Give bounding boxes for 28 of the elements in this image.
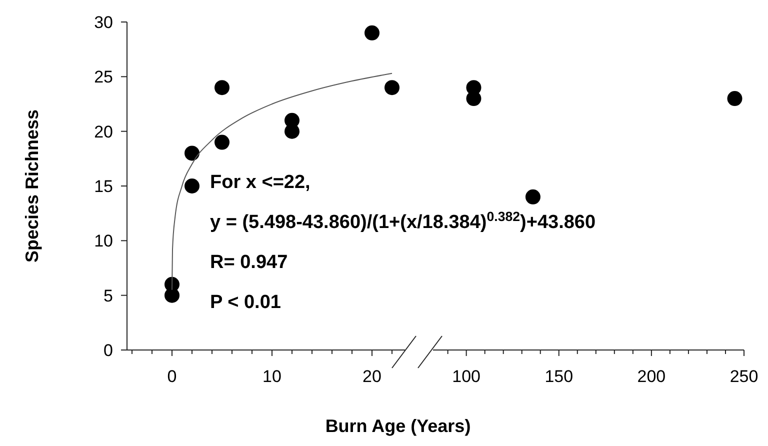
point: [164, 288, 180, 303]
annotation: y = (5.498-43.860)/(1+(x/18.384)$^{0.382}$)+43.860: [210, 208, 596, 233]
point: [214, 134, 230, 150]
x-tick-label: 10: [262, 367, 282, 386]
point: [384, 80, 400, 96]
point: [364, 25, 380, 40]
point: [214, 80, 230, 96]
x-tick-label: 0: [167, 367, 177, 386]
x-tick-label: 20: [362, 367, 382, 386]
x-tick-label: 100: [452, 367, 481, 386]
y-axis-title: Species Richness: [22, 109, 42, 263]
y-tick-label: 20: [94, 122, 113, 142]
x-tick-label: 250: [730, 367, 758, 386]
annotation: P < 0.01: [210, 292, 282, 313]
annotation: R= 0.947: [210, 252, 288, 273]
x-tick-label: 150: [544, 367, 574, 386]
y-tick-label: 25: [94, 68, 113, 87]
point: [184, 178, 200, 194]
annotation: For x <=22,: [210, 172, 310, 193]
y-tick-label: 10: [94, 232, 113, 251]
point: [284, 124, 300, 139]
x-tick-label: 200: [637, 367, 666, 386]
point: [184, 146, 200, 161]
y-tick-label: 0: [104, 341, 113, 360]
y-tick-label: 15: [94, 177, 113, 196]
x-axis-title: Burn Age (Years): [325, 416, 471, 436]
y-tick-label: 30: [94, 13, 113, 32]
y-tick-label: 5: [104, 286, 113, 306]
